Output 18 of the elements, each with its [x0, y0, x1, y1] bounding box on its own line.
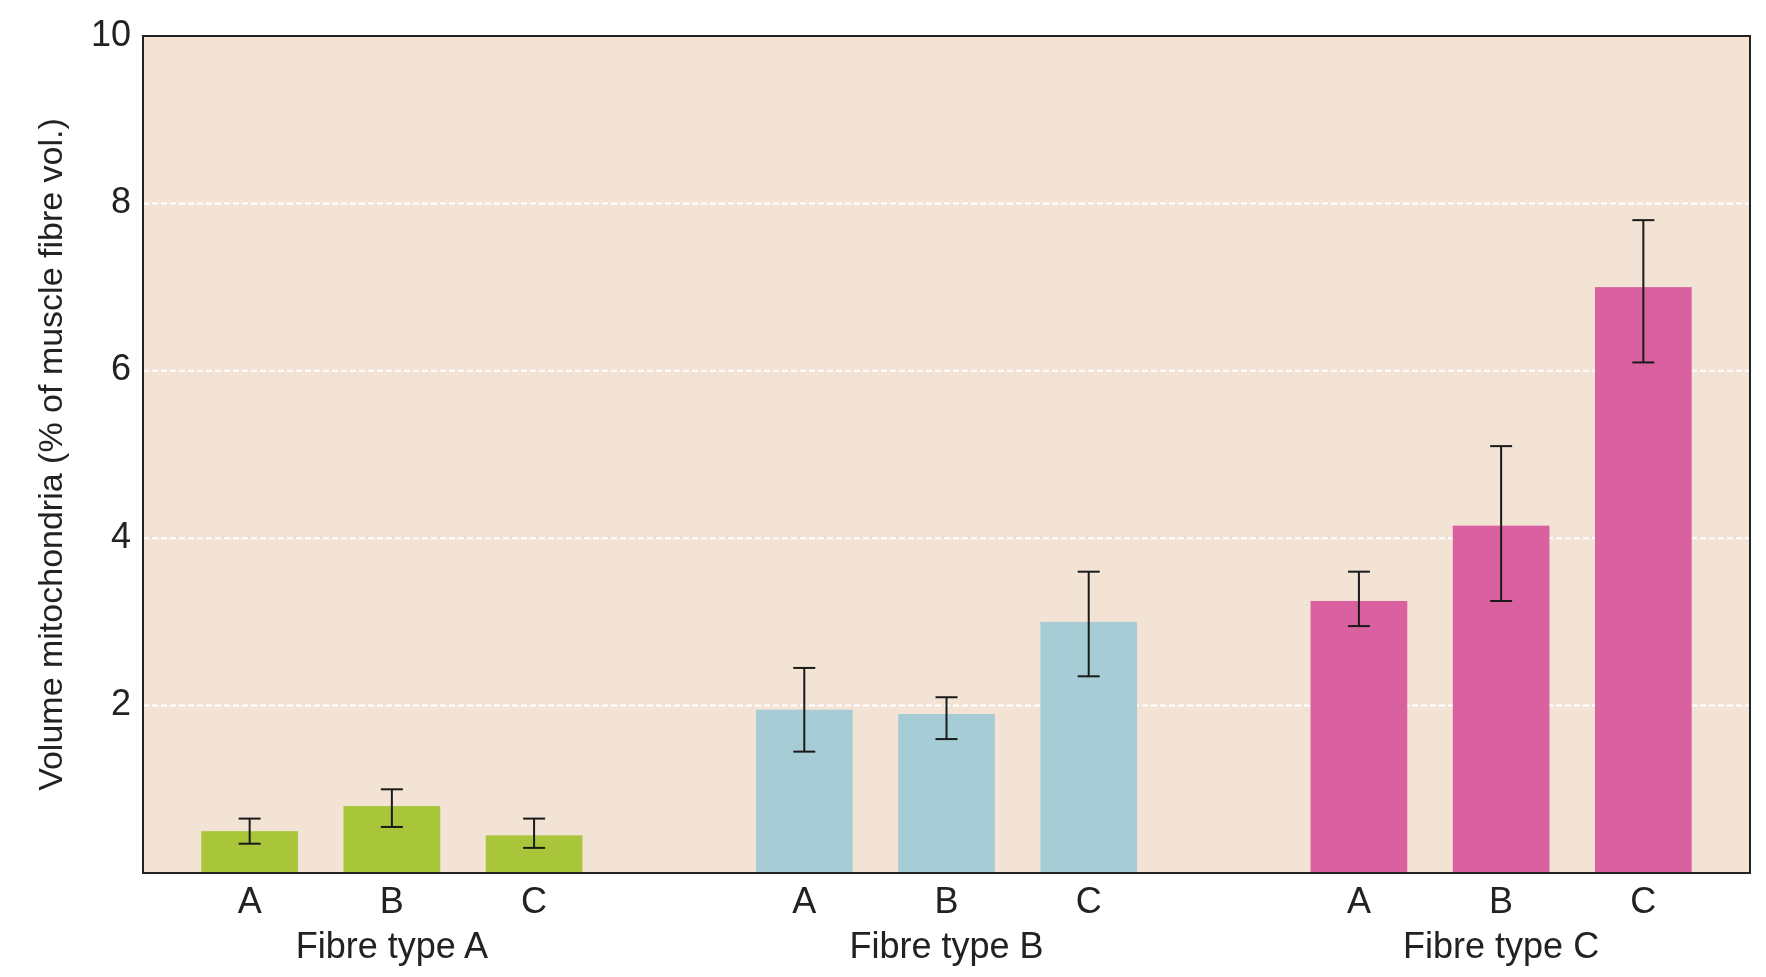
text: Fibre type A — [295, 925, 488, 966]
x-tick-label: C — [1630, 880, 1657, 921]
y-tick-label: 8 — [110, 179, 131, 221]
x-tick-label: A — [237, 880, 262, 921]
x-tick-label: B — [934, 880, 959, 921]
y-tick-label: 2 — [110, 682, 131, 724]
x-tick-label: C — [1075, 880, 1102, 921]
x-tick-label: A — [1346, 880, 1371, 921]
y-tick-label: 10 — [90, 12, 131, 54]
x-tick-label: C — [521, 880, 548, 921]
x-tick-label: A — [792, 880, 817, 921]
x-tick-label: B — [1489, 880, 1514, 921]
x-tick-label: B — [379, 880, 404, 921]
y-tick-label: 4 — [110, 514, 131, 556]
y-tick-label: 6 — [110, 347, 131, 389]
text: Fibre type B — [849, 925, 1044, 966]
y-axis-title: Volume mitochondria (% of muscle fibre vol.) — [30, 118, 69, 791]
text: Fibre type C — [1403, 925, 1600, 966]
